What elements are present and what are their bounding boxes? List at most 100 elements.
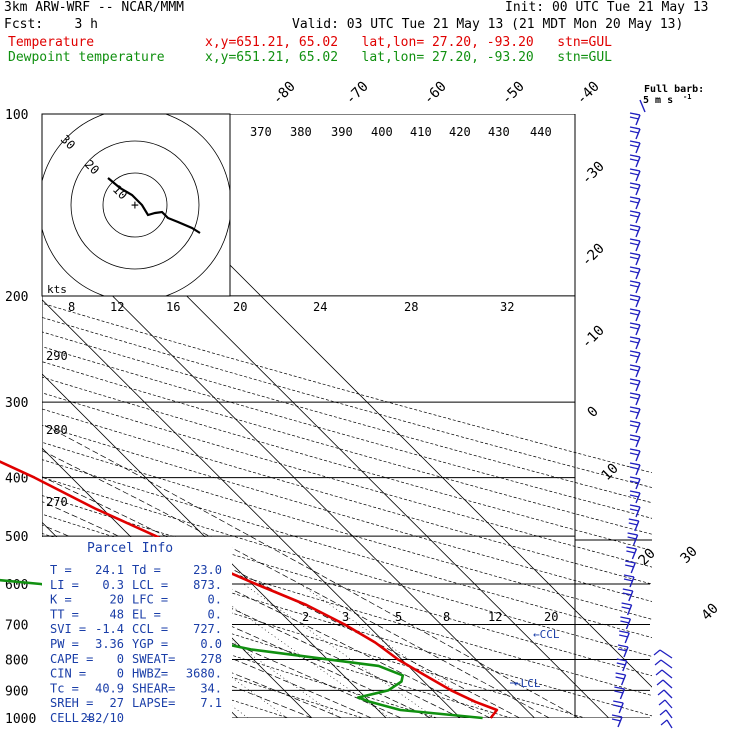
hodograph-unit: kts <box>47 283 67 296</box>
parcel-value: 0.0 <box>200 637 222 651</box>
isotherm-line <box>42 224 535 718</box>
parcel-key: Td = <box>132 563 161 577</box>
wind-barb <box>626 604 633 616</box>
wind-barb-flag <box>629 238 641 242</box>
hodograph-axis-label: 32 <box>500 300 514 314</box>
parcel-key: CAPE = <box>50 652 93 666</box>
wind-barb-flag <box>629 224 641 228</box>
dry-adiabat-line <box>42 302 652 474</box>
mixing-ratio-label: 8 <box>443 610 450 624</box>
pressure-tick-label: 100 <box>5 108 28 123</box>
hodograph-axis-label: 28 <box>404 300 418 314</box>
wind-barb <box>634 520 640 532</box>
pressure-tick-label: 900 <box>5 684 28 699</box>
wind-barb <box>629 576 635 588</box>
mixing-ratio-line <box>200 583 391 718</box>
wind-barb-flag <box>619 634 629 638</box>
wind-barb <box>623 646 629 658</box>
dry-adiabat-line <box>42 476 652 657</box>
wind-barb-flag <box>629 158 640 162</box>
wind-barb <box>635 128 641 140</box>
wind-barb-flag <box>629 298 640 302</box>
wind-barb-flag <box>629 438 640 442</box>
hodograph-axis-label: 16 <box>166 300 180 314</box>
wind-barb-flag <box>626 546 637 550</box>
hodograph-axis-label: 24 <box>313 300 327 314</box>
theta-label: 370 <box>250 125 272 139</box>
theta-label: 420 <box>449 125 471 139</box>
wind-barb-flag <box>629 200 640 204</box>
isotherm-label: -40 <box>574 79 603 108</box>
wind-barb-flag <box>629 186 640 190</box>
parcel-key: HWBZ= <box>132 667 168 681</box>
dewpoint-legend: Dewpoint temperature <box>8 50 165 65</box>
wind-barb-flag <box>629 294 641 298</box>
pressure-tick-label: 400 <box>5 472 28 487</box>
parcel-value: 34. <box>200 681 222 695</box>
pressure-tick-label: 1000 <box>5 712 36 727</box>
wind-barb-flag <box>621 602 632 606</box>
wind-barb <box>663 689 673 699</box>
wind-barb <box>635 408 641 420</box>
wind-barb-flag <box>629 396 640 400</box>
parcel-value: 282/10 <box>81 711 124 725</box>
parcel-key: PW = <box>50 637 79 651</box>
parcel-key: SHEAR= <box>132 681 175 695</box>
mixing-ratio-line <box>153 583 340 718</box>
wind-barb-flag <box>655 669 663 676</box>
pressure-tick-label: 800 <box>5 653 28 668</box>
parcel-value: 0. <box>208 593 222 607</box>
parcel-value: 0.3 <box>102 578 124 592</box>
parcel-value: 7.1 <box>200 696 222 710</box>
theta-label: 410 <box>410 125 432 139</box>
hodograph-center: + <box>131 198 139 213</box>
mixing-ratio-label: 20 <box>544 610 558 624</box>
lcl-annotation: ←LCL <box>514 677 541 690</box>
wind-barb-flag <box>629 270 640 274</box>
dry-adiabat-line <box>42 425 652 602</box>
parcel-key: CCL = <box>132 622 168 636</box>
wind-barb-flag <box>626 550 636 554</box>
wind-barb <box>630 562 636 574</box>
parcel-key: SWEAT= <box>132 652 175 666</box>
wind-barb-flag <box>629 490 641 494</box>
wind-barb-flag <box>629 406 641 410</box>
wind-barb <box>635 380 641 392</box>
wind-barb-flag <box>614 690 624 694</box>
wind-barb-flag <box>616 658 627 662</box>
wind-barb-flag <box>658 699 666 706</box>
parcel-key: YGP = <box>132 637 168 651</box>
wind-barb-flag <box>629 508 640 512</box>
wind-barb-flag <box>629 448 641 452</box>
wind-barb-flag <box>629 354 640 358</box>
dewpoint-station-info: x,y=651.21, 65.02 lat,lon= 27.20, -93.20… <box>205 50 612 65</box>
dry-adiabat-line <box>42 317 652 488</box>
wind-barb-flag <box>629 364 641 368</box>
parcel-value: 20 <box>110 593 124 607</box>
model-title: 3km ARW-WRF -- NCAR/MMM <box>4 0 185 15</box>
pressure-tick-label: 300 <box>5 396 28 411</box>
wind-barb-flag <box>628 518 639 522</box>
wind-barb <box>635 492 641 504</box>
legend-barb <box>639 99 646 113</box>
wind-barb-flag <box>629 228 640 232</box>
wind-barbs: Full barb:5 m s -1 <box>611 84 704 729</box>
dry-adiabat-line <box>42 408 652 585</box>
parcel-key: SVI = <box>50 622 86 636</box>
hodograph-axis-label: 20 <box>233 300 247 314</box>
isotherm-label: -70 <box>343 79 372 108</box>
wind-barb-flag <box>629 252 641 256</box>
wind-barb <box>661 669 673 679</box>
wind-barb-flag <box>629 480 640 484</box>
barb-legend-title: Full barb: <box>644 84 704 95</box>
isotherm-label: -30 <box>579 159 608 188</box>
wind-barb-flag <box>629 340 640 344</box>
parcel-key: CELL = <box>50 711 93 725</box>
wind-barb <box>635 450 641 462</box>
wind-barb <box>635 282 641 294</box>
right-frame <box>575 539 652 541</box>
parcel-value: 727. <box>193 622 222 636</box>
wind-barb <box>635 478 641 490</box>
ccl-annotation: ←CCL <box>533 628 560 641</box>
